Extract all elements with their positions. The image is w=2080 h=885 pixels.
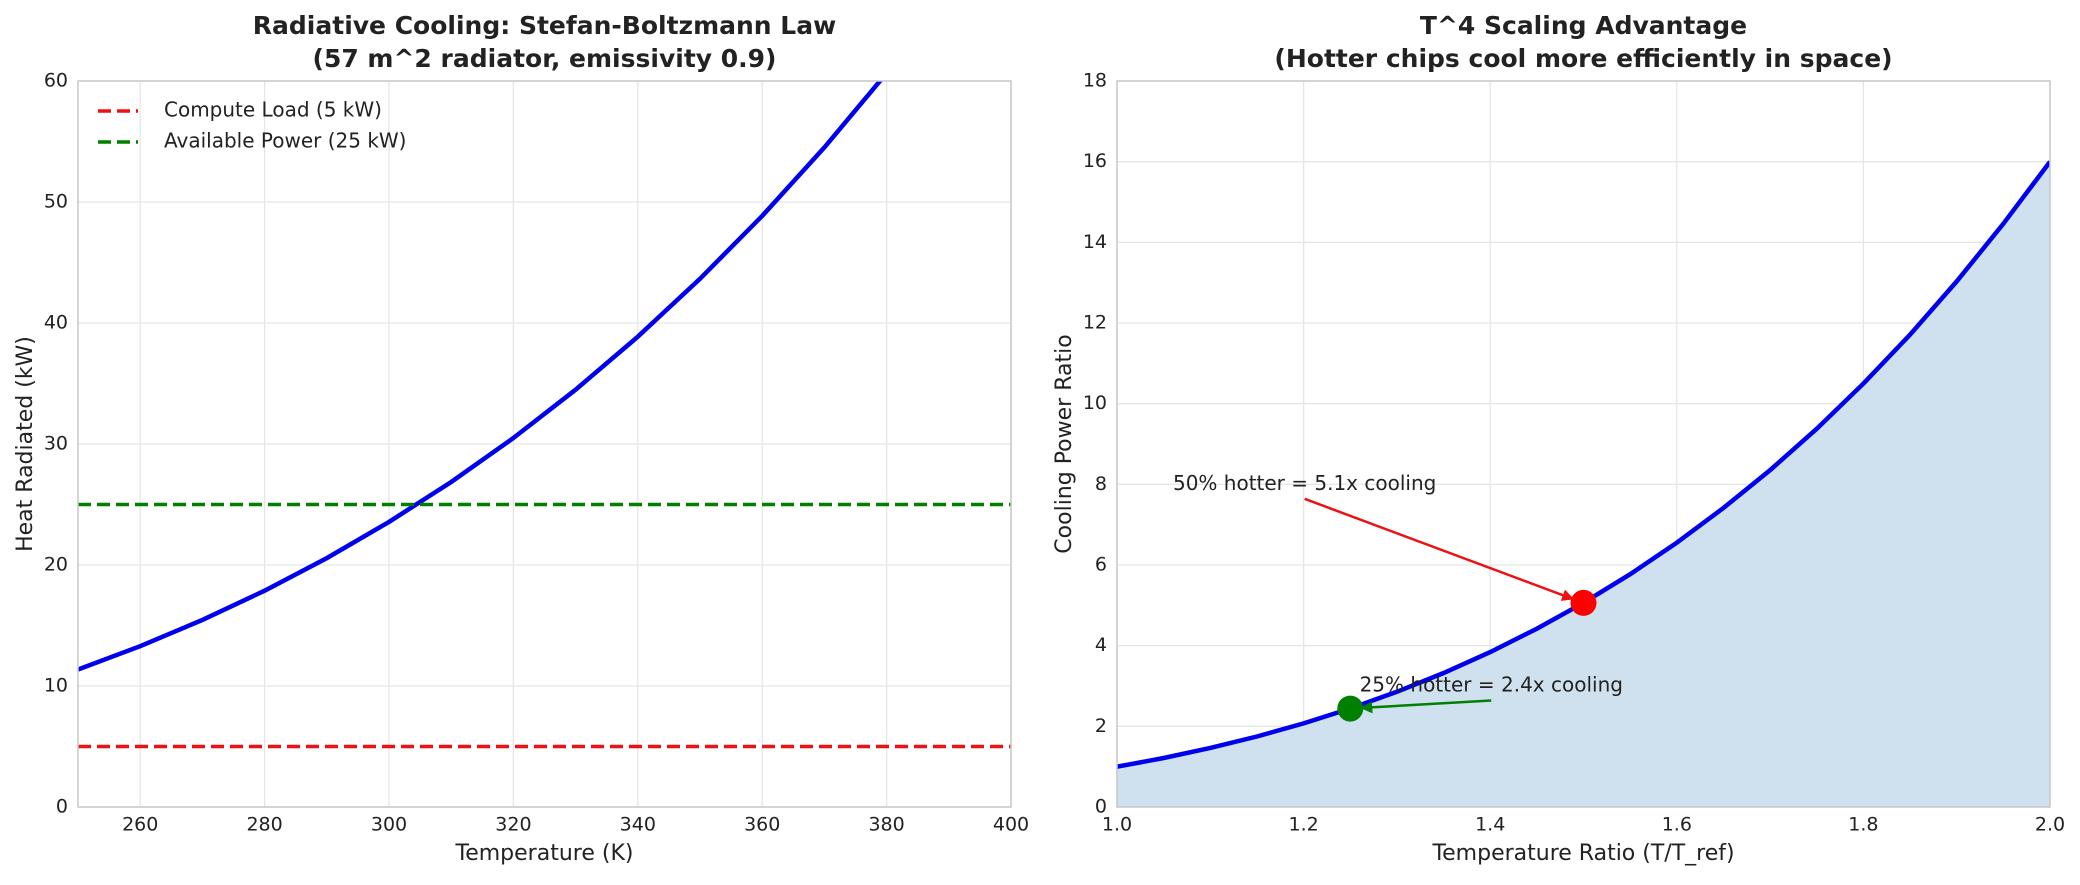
- y-tick-label: 10: [44, 675, 68, 697]
- chart-title: (57 m^2 radiator, emissivity 0.9): [313, 44, 777, 73]
- x-tick-label: 1.6: [1662, 814, 1692, 836]
- y-tick-label: 6: [1095, 554, 1107, 576]
- annotation-arrow: [1360, 699, 1492, 710]
- y-tick-label: 18: [1083, 70, 1107, 92]
- x-tick-label: 1.4: [1475, 814, 1505, 836]
- y-tick-label: 0: [1095, 796, 1107, 818]
- x-axis-label: Temperature (K): [455, 841, 634, 866]
- x-tick-label: 360: [744, 814, 780, 836]
- y-tick-label: 4: [1095, 634, 1107, 656]
- y-tick-label: 50: [44, 191, 68, 213]
- y-tick-label: 8: [1095, 473, 1107, 495]
- x-tick-label: 380: [868, 814, 904, 836]
- legend-label: Compute Load (5 kW): [164, 98, 382, 122]
- annotation: 50% hotter = 5.1x cooling: [1173, 471, 1436, 495]
- chart-title: (Hotter chips cool more efficiently in s…: [1274, 44, 1892, 73]
- area: [1117, 161, 2050, 807]
- y-tick-label: 40: [44, 312, 68, 334]
- y-axis-label: Cooling Power Ratio: [1052, 334, 1077, 553]
- line: [78, 81, 883, 672]
- marker: [1570, 589, 1597, 616]
- annotation-arrow: [1304, 497, 1575, 601]
- y-axis-label: Heat Radiated (kW): [13, 336, 38, 552]
- marker: [1337, 695, 1364, 722]
- y-tick-label: 20: [44, 554, 68, 576]
- arrow-head: [1560, 589, 1575, 601]
- x-axis-label: Temperature Ratio (T/T_ref): [1431, 841, 1734, 866]
- x-tick-label: 400: [993, 814, 1029, 836]
- y-tick-label: 12: [1083, 312, 1107, 334]
- x-tick-label: 1.0: [1102, 814, 1132, 836]
- y-tick-label: 10: [1083, 392, 1107, 414]
- annotation: 25% hotter = 2.4x cooling: [1360, 673, 1623, 697]
- x-tick-label: 280: [246, 814, 282, 836]
- x-tick-label: 2.0: [2035, 814, 2065, 836]
- chart-title: Radiative Cooling: Stefan-Boltzmann Law: [253, 11, 836, 40]
- y-tick-label: 16: [1083, 150, 1107, 172]
- x-tick-label: 300: [371, 814, 407, 836]
- y-tick-label: 2: [1095, 715, 1107, 737]
- legend-label: Available Power (25 kW): [164, 129, 406, 153]
- y-tick-label: 60: [44, 70, 68, 92]
- axes-frame: [77, 80, 1012, 808]
- x-tick-label: 340: [620, 814, 656, 836]
- x-tick-label: 1.2: [1288, 814, 1318, 836]
- y-tick-label: 14: [1083, 231, 1107, 253]
- y-tick-label: 0: [56, 796, 68, 818]
- axes-frame: [1116, 80, 2051, 808]
- y-tick-label: 30: [44, 433, 68, 455]
- x-tick-label: 1.8: [1848, 814, 1878, 836]
- plot: 1.0 1.2 1.4 1.6 1.8 2.0 0 2 4 6 8 10 12 14 16 18 50% hot…: [1052, 11, 2065, 866]
- plot-area: [78, 81, 1011, 749]
- chart-title: T^4 Scaling Advantage: [1420, 11, 1747, 40]
- x-tick-label: 320: [495, 814, 531, 836]
- arrow-head: [1360, 701, 1373, 714]
- plot: 260 280 300 320 340 360 380 400 0 10 20 30 40 50 60 Rad…: [13, 11, 1029, 866]
- x-tick-label: 260: [122, 814, 158, 836]
